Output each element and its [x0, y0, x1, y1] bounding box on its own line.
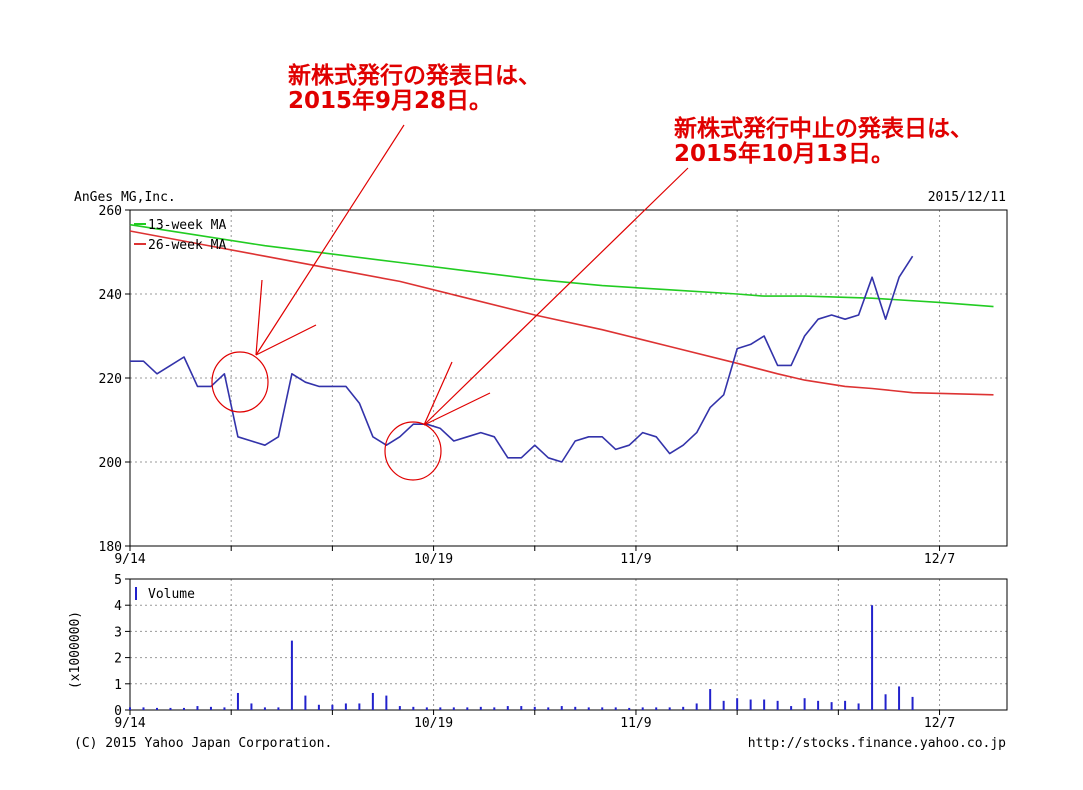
annotation-cancellation-line2: 2015年10月13日。 — [674, 140, 894, 167]
chart-date: 2015/12/11 — [928, 190, 1006, 205]
x-tick-label: 9/14 — [114, 552, 145, 567]
annotation-issuance-arrow-right — [255, 324, 317, 356]
annotation-issuance-line2: 2015年9月28日。 — [288, 87, 492, 114]
volume-axis-label: (x1000000) — [68, 611, 83, 689]
annotation-issuance-circle — [211, 351, 269, 413]
copyright-text: (C) 2015 Yahoo Japan Corporation. — [74, 736, 332, 751]
annotation-cancellation-pointer — [423, 167, 689, 426]
annotation-cancellation-circle — [384, 421, 442, 481]
y-tick-label: 4 — [114, 599, 122, 614]
price-panel: 180 200 220 240 260 9/14 10/19 11/9 12/7 13-wee… — [99, 204, 1008, 567]
x-tick-label: 12/7 — [924, 552, 955, 567]
annotation-cancellation-arrow-left — [423, 361, 453, 426]
x-tick-label: 12/7 — [924, 716, 955, 731]
y-tick-label: 260 — [99, 204, 122, 219]
y-tick-label: 200 — [99, 456, 122, 471]
ma13-line — [129, 223, 994, 308]
annotation-issuance-arrow-left — [255, 279, 263, 356]
legend-label-26-week-ma: 26-week MA — [148, 238, 226, 253]
volume-plot-frame — [129, 578, 1008, 711]
x-tick-label: 10/19 — [414, 716, 453, 731]
y-tick-label: 5 — [114, 573, 122, 588]
y-tick-label: 220 — [99, 372, 122, 387]
ma26-line — [129, 230, 994, 396]
x-tick-label: 10/19 — [414, 552, 453, 567]
price-legend: 13-week MA 26-week MA — [134, 218, 226, 253]
annotation-issuance-line1: 新株式発行の発表日は、 — [288, 62, 541, 89]
x-tick-label: 11/9 — [620, 552, 651, 567]
legend-label-volume: Volume — [148, 587, 195, 602]
y-tick-label: 0 — [114, 704, 122, 719]
annotation-issuance-pointer — [255, 124, 405, 356]
y-tick-label: 180 — [99, 540, 122, 555]
y-tick-label: 2 — [114, 652, 122, 667]
annotation-cancellation: 新株式発行中止の発表日は、 2015年10月13日。 — [384, 115, 973, 481]
x-tick-label: 11/9 — [620, 716, 651, 731]
legend-label-13-week-ma: 13-week MA — [148, 218, 226, 233]
annotation-cancellation-line1: 新株式発行中止の発表日は、 — [674, 115, 973, 142]
volume-panel: 0 1 2 3 4 5 9/14 10/19 11/9 12/7 (x1000000) Volu… — [68, 573, 1008, 731]
price-line — [130, 255, 914, 463]
annotation-cancellation-arrow-right — [423, 392, 491, 426]
company-name: AnGes MG,Inc. — [74, 190, 176, 205]
annotation-issuance: 新株式発行の発表日は、 2015年9月28日。 — [211, 62, 541, 413]
y-tick-label: 3 — [114, 625, 122, 640]
x-tick-label: 9/14 — [114, 716, 145, 731]
volume-legend: Volume — [135, 587, 195, 602]
y-tick-label: 240 — [99, 288, 122, 303]
source-url: http://stocks.finance.yahoo.co.jp — [748, 736, 1006, 751]
y-tick-label: 1 — [114, 678, 122, 693]
